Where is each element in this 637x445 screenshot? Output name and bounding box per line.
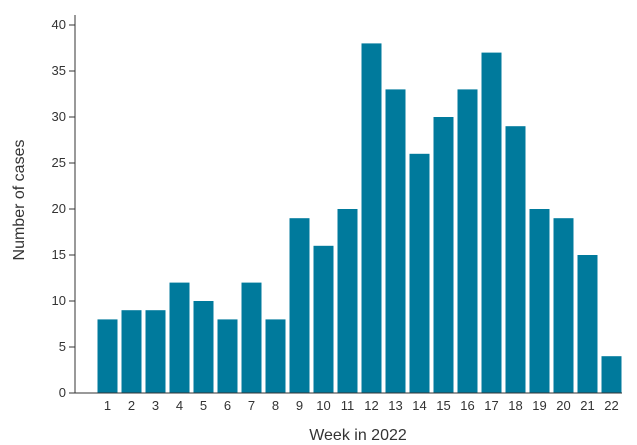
bar-week-19 bbox=[529, 209, 550, 393]
y-tick-label: 10 bbox=[52, 293, 66, 308]
bar-week-18 bbox=[505, 126, 526, 393]
bar-week-12 bbox=[361, 43, 382, 394]
x-tick-label: 18 bbox=[508, 398, 522, 413]
bar-week-6 bbox=[217, 319, 238, 393]
bar-week-7 bbox=[241, 282, 262, 393]
x-tick-label: 2 bbox=[128, 398, 135, 413]
x-tick-label: 5 bbox=[200, 398, 207, 413]
y-tick-label: 25 bbox=[52, 155, 66, 170]
bar-week-14 bbox=[409, 153, 430, 393]
y-tick-label: 0 bbox=[59, 385, 66, 400]
y-tick-label: 40 bbox=[52, 17, 66, 32]
y-tick-label: 5 bbox=[59, 339, 66, 354]
bar-week-9 bbox=[289, 218, 310, 393]
bar-week-13 bbox=[385, 89, 406, 394]
bar-week-5 bbox=[193, 301, 214, 393]
x-tick-label: 9 bbox=[296, 398, 303, 413]
x-tick-label: 15 bbox=[436, 398, 450, 413]
x-tick-label: 13 bbox=[388, 398, 402, 413]
bar-week-22 bbox=[601, 356, 622, 393]
x-tick-label: 20 bbox=[556, 398, 570, 413]
y-axis-title: Number of cases bbox=[11, 140, 28, 261]
bar-week-11 bbox=[337, 209, 358, 393]
x-tick-label: 12 bbox=[364, 398, 378, 413]
bar-week-20 bbox=[553, 218, 574, 393]
x-tick-label: 21 bbox=[580, 398, 594, 413]
x-tick-label: 19 bbox=[532, 398, 546, 413]
x-tick-label: 17 bbox=[484, 398, 498, 413]
x-tick-label: 8 bbox=[272, 398, 279, 413]
bars-group bbox=[97, 43, 622, 394]
x-tick-label: 4 bbox=[176, 398, 183, 413]
x-tick-label: 16 bbox=[460, 398, 474, 413]
y-tick-label: 30 bbox=[52, 109, 66, 124]
y-tick-label: 20 bbox=[52, 201, 66, 216]
x-tick-label: 22 bbox=[604, 398, 618, 413]
bar-week-4 bbox=[169, 282, 190, 393]
y-axis: 0 5 10 15 20 25 30 35 40 bbox=[52, 15, 76, 400]
bar-week-2 bbox=[121, 310, 142, 393]
bar-week-10 bbox=[313, 245, 334, 393]
x-tick-label: 3 bbox=[152, 398, 159, 413]
bar-week-17 bbox=[481, 52, 502, 393]
x-tick-label: 10 bbox=[316, 398, 330, 413]
x-tick-label: 14 bbox=[412, 398, 426, 413]
x-axis-title: Week in 2022 bbox=[309, 427, 407, 444]
x-tick-label: 7 bbox=[248, 398, 255, 413]
y-tick-label: 35 bbox=[52, 63, 66, 78]
bar-week-21 bbox=[577, 255, 598, 393]
bar-week-15 bbox=[433, 117, 454, 393]
x-tick-label: 6 bbox=[224, 398, 231, 413]
bar-week-8 bbox=[265, 319, 286, 393]
y-tick-label: 15 bbox=[52, 247, 66, 262]
x-axis: 1 2 3 4 5 6 7 8 9 10 11 12 13 14 15 16 17 18 19 20 21 22 bbox=[75, 392, 622, 413]
bar-week-1 bbox=[97, 319, 118, 393]
x-tick-label: 1 bbox=[104, 398, 111, 413]
bar-week-16 bbox=[457, 89, 478, 394]
x-tick-label: 11 bbox=[341, 398, 355, 413]
bar-week-3 bbox=[145, 310, 166, 393]
